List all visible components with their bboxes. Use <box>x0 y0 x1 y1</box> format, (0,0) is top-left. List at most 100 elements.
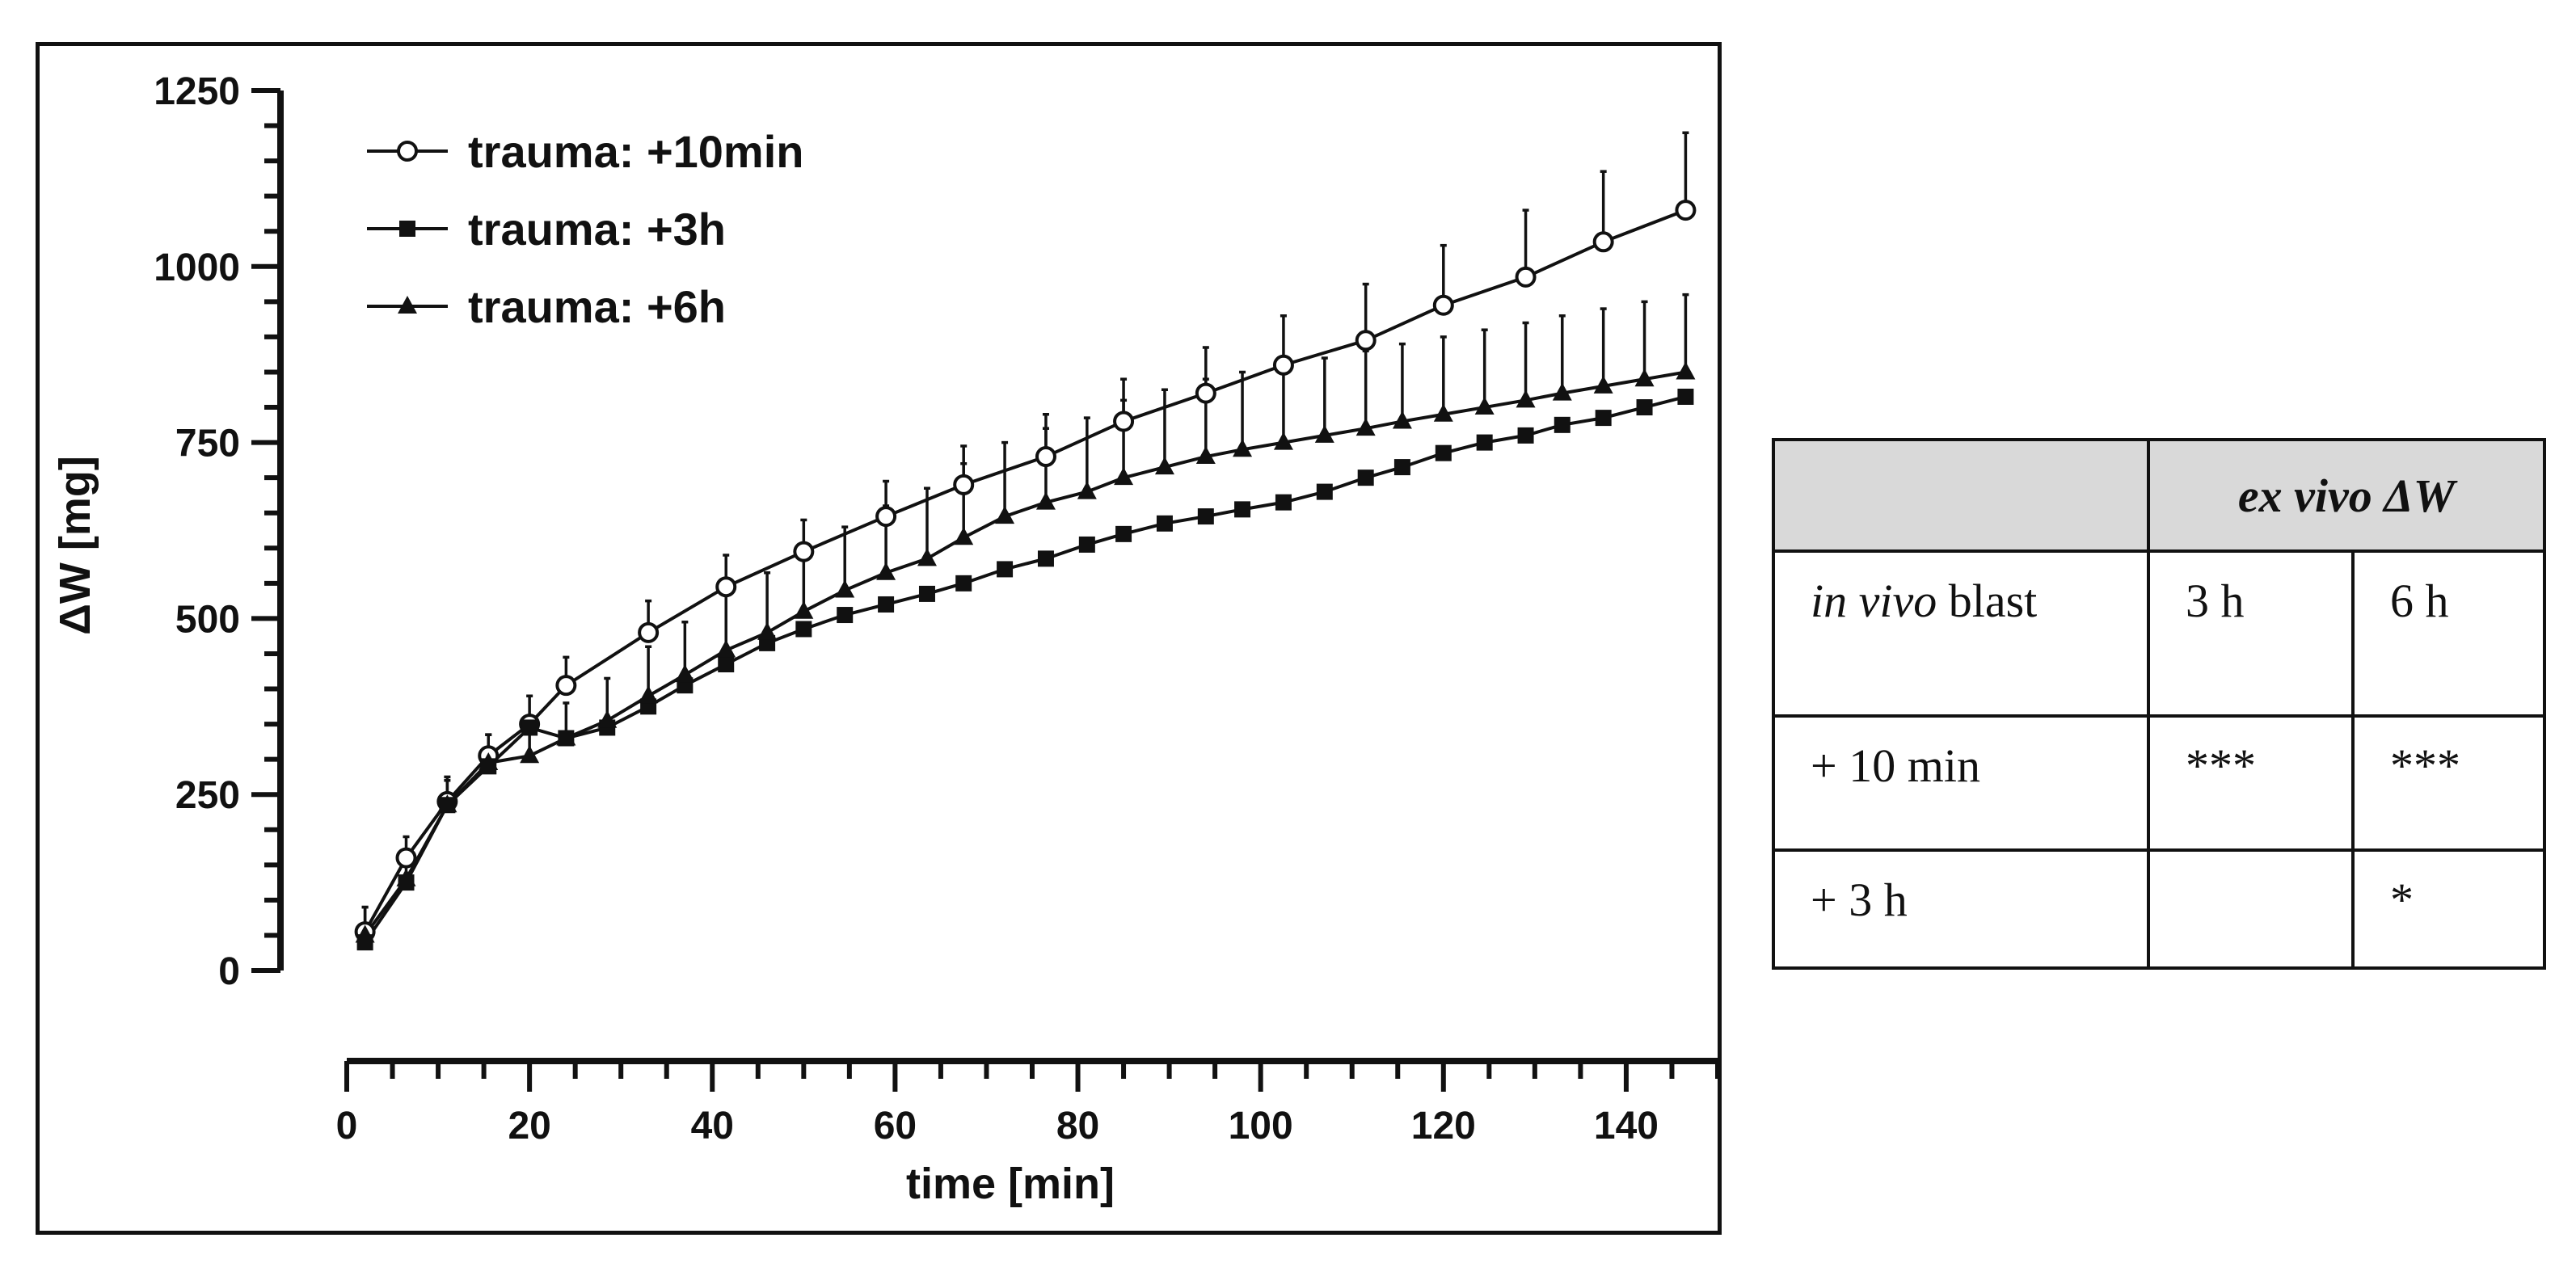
data-point <box>1035 446 1056 468</box>
data-point <box>597 709 618 728</box>
y-tick-label: 1250 <box>154 70 240 113</box>
row-label: + 3 h <box>1772 848 2150 970</box>
data-point <box>1156 515 1173 532</box>
data-point <box>954 527 974 545</box>
data-point <box>835 579 855 598</box>
data-point <box>1433 403 1453 422</box>
data-point <box>1636 399 1653 416</box>
x-tick-label: 80 <box>1056 1105 1099 1147</box>
row-header-italic: in vivo <box>1811 575 1937 627</box>
data-point <box>1677 388 1694 405</box>
header-empty-cell <box>1772 438 2150 553</box>
data-point <box>1197 508 1214 525</box>
data-point <box>1314 424 1334 443</box>
data-point <box>1393 459 1410 476</box>
y-tick-label: 250 <box>175 774 240 817</box>
legend-label: trauma: +3h <box>468 204 726 255</box>
data-point <box>1078 536 1095 553</box>
header-group-label: ex vivo ΔW <box>2237 469 2456 522</box>
data-point <box>1355 418 1376 436</box>
y-tick-label: 500 <box>175 598 240 641</box>
data-point <box>479 752 499 770</box>
col-header-3h: 3 h <box>2147 549 2355 718</box>
data-point <box>876 562 896 580</box>
legend-label: trauma: +10min <box>468 126 804 177</box>
data-point <box>1676 361 1696 380</box>
series-markers <box>354 200 1697 951</box>
x-axis: 0 20 40 60 80 100 120 140 <box>336 1058 1718 1147</box>
data-point <box>1195 446 1216 465</box>
data-point <box>1035 491 1056 510</box>
x-tick-label: 100 <box>1229 1105 1293 1147</box>
data-point <box>875 506 897 528</box>
data-point <box>1516 389 1536 408</box>
data-point <box>1593 375 1613 394</box>
data-point <box>1233 439 1253 457</box>
x-axis-title: time [min] <box>906 1160 1115 1208</box>
data-point <box>1515 266 1537 288</box>
legend: trauma: +10min trauma: +3h trauma: +6h <box>367 126 804 332</box>
data-point <box>556 727 576 746</box>
x-tick-label: 120 <box>1411 1105 1476 1147</box>
cell-6h: *** <box>2351 714 2546 852</box>
data-point <box>520 745 540 764</box>
data-point <box>955 575 972 592</box>
data-point <box>396 868 416 886</box>
y-tick-label: 1000 <box>154 246 240 289</box>
chart-plot: 0 250 500 750 1000 1250 0 20 40 60 80 100 120 140 ΔW… <box>51 70 1718 1208</box>
data-point <box>1272 354 1294 376</box>
data-point <box>1154 457 1174 475</box>
data-point <box>793 541 815 562</box>
legend-marker <box>398 296 417 314</box>
data-point <box>1316 483 1333 500</box>
data-point <box>1517 427 1534 444</box>
table-header-row: ex vivo ΔW <box>1772 438 2546 553</box>
y-tick-label: 0 <box>218 950 240 993</box>
table-subheader-row: in vivo blast 3 h 6 h <box>1772 549 2546 718</box>
data-point <box>953 474 975 495</box>
data-point <box>1592 231 1614 253</box>
data-point <box>1474 397 1495 415</box>
cell-3h: *** <box>2147 714 2355 852</box>
series-line-3 <box>363 370 1686 937</box>
x-tick-label: 0 <box>336 1105 358 1147</box>
data-point <box>878 596 895 613</box>
row-label: + 10 min <box>1772 714 2150 852</box>
x-tick-label: 20 <box>508 1105 550 1147</box>
table-row: + 3 h * <box>1772 848 2546 970</box>
data-point <box>1435 444 1452 461</box>
data-point <box>1552 382 1572 401</box>
data-point <box>1273 432 1293 450</box>
data-point <box>1554 416 1570 433</box>
data-point <box>355 924 375 943</box>
data-point <box>1355 330 1377 352</box>
data-point <box>1195 382 1216 404</box>
data-point <box>1634 368 1655 387</box>
legend-marker <box>399 221 415 237</box>
cell-3h <box>2147 848 2355 970</box>
x-tick-label: 140 <box>1594 1105 1659 1147</box>
data-point <box>521 719 538 736</box>
data-point <box>555 675 577 697</box>
data-point <box>1114 467 1134 486</box>
data-point <box>995 506 1015 524</box>
data-point <box>1357 469 1374 486</box>
data-point <box>1392 411 1412 429</box>
col-header-6h: 6 h <box>2351 549 2546 718</box>
data-point <box>1675 200 1697 221</box>
data-point <box>1037 550 1054 567</box>
series-line-2 <box>363 395 1686 944</box>
data-point <box>1234 501 1251 518</box>
stats-table: ex vivo ΔW in vivo blast 3 h 6 h + 10 mi… <box>1772 438 2546 970</box>
data-point <box>437 794 457 813</box>
data-point <box>1595 410 1612 427</box>
data-point <box>1432 294 1454 316</box>
x-tick-label: 40 <box>691 1105 734 1147</box>
y-axis-title: ΔW [mg] <box>51 456 99 635</box>
data-point <box>1115 525 1132 542</box>
row-header-cell: in vivo blast <box>1772 549 2150 718</box>
data-point <box>1476 434 1493 451</box>
row-header-rest: blast <box>1937 575 2038 627</box>
legend-label: trauma: +6h <box>468 281 726 332</box>
legend-marker <box>397 141 418 162</box>
